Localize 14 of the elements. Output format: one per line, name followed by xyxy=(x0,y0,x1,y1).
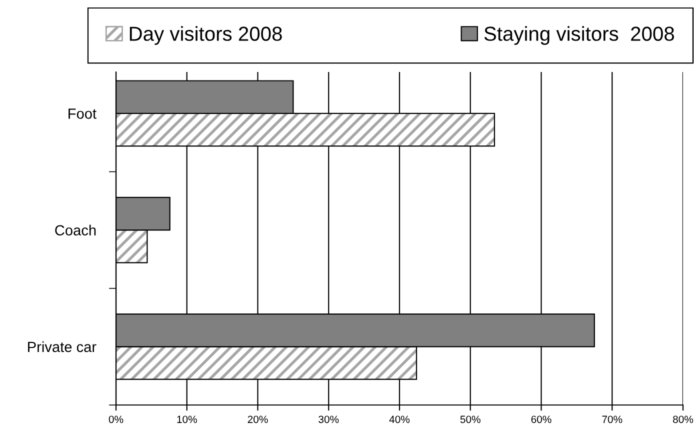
legend-label: Day visitors 2008 xyxy=(130,26,282,45)
y-tick-label: Coach xyxy=(55,224,96,236)
x-tick-label: 70% xyxy=(602,416,622,424)
x-tick-label: 0% xyxy=(108,416,124,424)
x-tick-label: 60% xyxy=(531,416,552,424)
legend-label: Staying visitors 2008 xyxy=(484,26,674,45)
y-tick-label: Foot xyxy=(68,108,96,119)
x-tick-label: 80% xyxy=(673,416,694,424)
x-tick-label: 20% xyxy=(248,416,268,424)
x-tick-label: 10% xyxy=(177,416,197,424)
y-tick-label: Private car xyxy=(28,341,96,352)
x-tick-label: 30% xyxy=(318,416,339,424)
x-tick-label: 50% xyxy=(460,416,480,424)
x-tick-label: 40% xyxy=(389,416,410,424)
